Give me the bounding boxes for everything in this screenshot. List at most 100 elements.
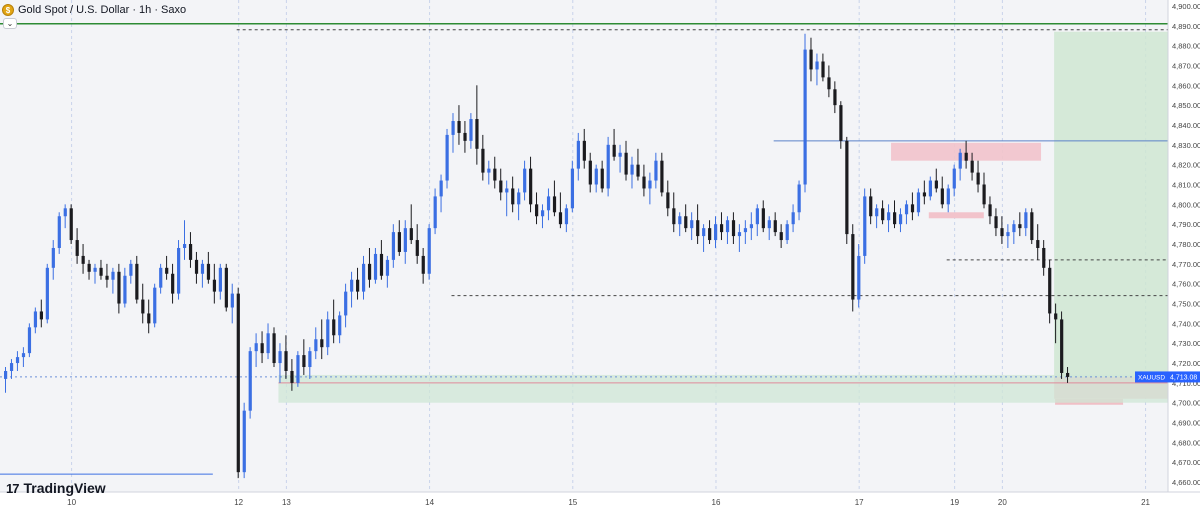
y-tick-label: 4,820.00 [1172, 161, 1200, 170]
candle-body [654, 160, 658, 181]
candle-body [206, 263, 211, 280]
candle-body [499, 180, 503, 193]
candle-body [409, 228, 413, 241]
candle-body [1006, 232, 1010, 237]
y-tick-label: 4,890.00 [1172, 22, 1200, 31]
candle-body [445, 134, 449, 181]
support-band [278, 374, 1168, 403]
candle-body [469, 119, 473, 141]
candle-body [761, 208, 765, 229]
candle-body [326, 319, 330, 348]
candle-body [898, 214, 903, 225]
time-axis-panel [0, 492, 1168, 510]
candle-body [391, 232, 396, 260]
candle-body [356, 279, 360, 292]
y-tick-label: 4,720.00 [1172, 359, 1200, 368]
x-tick-label: 12 [234, 498, 243, 507]
candle-body [367, 263, 372, 280]
candle-body [302, 355, 306, 368]
y-tick-label: 4,780.00 [1172, 240, 1200, 249]
candle-body [373, 253, 378, 280]
y-tick-label: 4,840.00 [1172, 121, 1200, 130]
candle-body [600, 168, 604, 189]
candle-body [165, 267, 169, 274]
candle-body [463, 132, 467, 141]
candle-body [147, 313, 151, 324]
candle-body [517, 192, 521, 205]
candle-body [129, 263, 133, 276]
y-tick-label: 4,740.00 [1172, 319, 1200, 328]
candle-body [266, 333, 270, 354]
candle-body [153, 287, 157, 324]
candle-body [714, 224, 718, 241]
candle-body [45, 267, 49, 320]
x-tick-label: 17 [855, 498, 864, 507]
candle-body [922, 192, 927, 197]
candle-body [141, 299, 145, 314]
candle-body [332, 319, 336, 336]
candle-body [260, 343, 264, 354]
candle-body [99, 267, 103, 276]
supply-zone-small [928, 212, 984, 219]
candle-body [15, 357, 20, 364]
symbol-title[interactable]: Gold Spot / U.S. Dollar · 1h · Saxo [18, 4, 187, 16]
candle-body [57, 216, 61, 248]
candle-body [702, 228, 706, 237]
candle-body [278, 351, 282, 364]
candle-body [1030, 212, 1034, 241]
candle-body [159, 267, 163, 288]
x-tick-label: 10 [67, 498, 76, 507]
candle-body [576, 140, 580, 169]
candle-body [928, 180, 933, 197]
candle-body [4, 370, 8, 379]
x-tick-label: 21 [1141, 498, 1150, 507]
candle-body [624, 152, 628, 175]
candle-body [672, 208, 676, 225]
candle-body [552, 196, 557, 213]
y-tick-label: 4,700.00 [1172, 399, 1200, 408]
candle-body [254, 343, 258, 352]
candle-body [111, 271, 115, 280]
candle-body [236, 293, 240, 473]
tradingview-logo-text: TradingView [23, 480, 106, 496]
y-tick-label: 4,830.00 [1172, 141, 1200, 150]
candle-body [75, 240, 79, 256]
candle-body [934, 180, 938, 189]
candle-body [839, 105, 843, 141]
candle-body [188, 244, 193, 260]
candle-body [314, 339, 318, 352]
y-tick-label: 4,690.00 [1172, 419, 1200, 428]
chevron-down-icon[interactable]: ⌄ [3, 18, 17, 29]
candle-body [296, 355, 300, 383]
y-tick-label: 4,710.00 [1172, 379, 1200, 388]
candle-body [791, 212, 795, 225]
candle-body [51, 247, 55, 268]
candle-body [994, 216, 998, 229]
x-tick-label: 15 [568, 498, 577, 507]
candle-body [1066, 372, 1070, 377]
candle-body [797, 184, 801, 213]
candle-body [952, 168, 956, 189]
candle-body [976, 172, 980, 185]
candle-body [397, 232, 401, 252]
candle-body [39, 311, 43, 320]
candle-body [863, 196, 867, 256]
candle-body [684, 216, 688, 229]
candle-body [272, 333, 276, 364]
y-tick-label: 4,880.00 [1172, 42, 1200, 51]
candle-body [1042, 247, 1046, 268]
candle-body [361, 263, 366, 292]
candle-body [773, 220, 777, 233]
candle-body [988, 204, 992, 217]
y-tick-label: 4,810.00 [1172, 181, 1200, 190]
y-tick-label: 4,790.00 [1172, 220, 1200, 229]
candle-body [171, 273, 175, 294]
candle-body [427, 228, 431, 274]
x-tick-label: 20 [998, 498, 1007, 507]
candle-body [284, 351, 288, 371]
candle-body [200, 263, 205, 274]
candle-body [893, 212, 897, 225]
candle-body [749, 224, 754, 229]
